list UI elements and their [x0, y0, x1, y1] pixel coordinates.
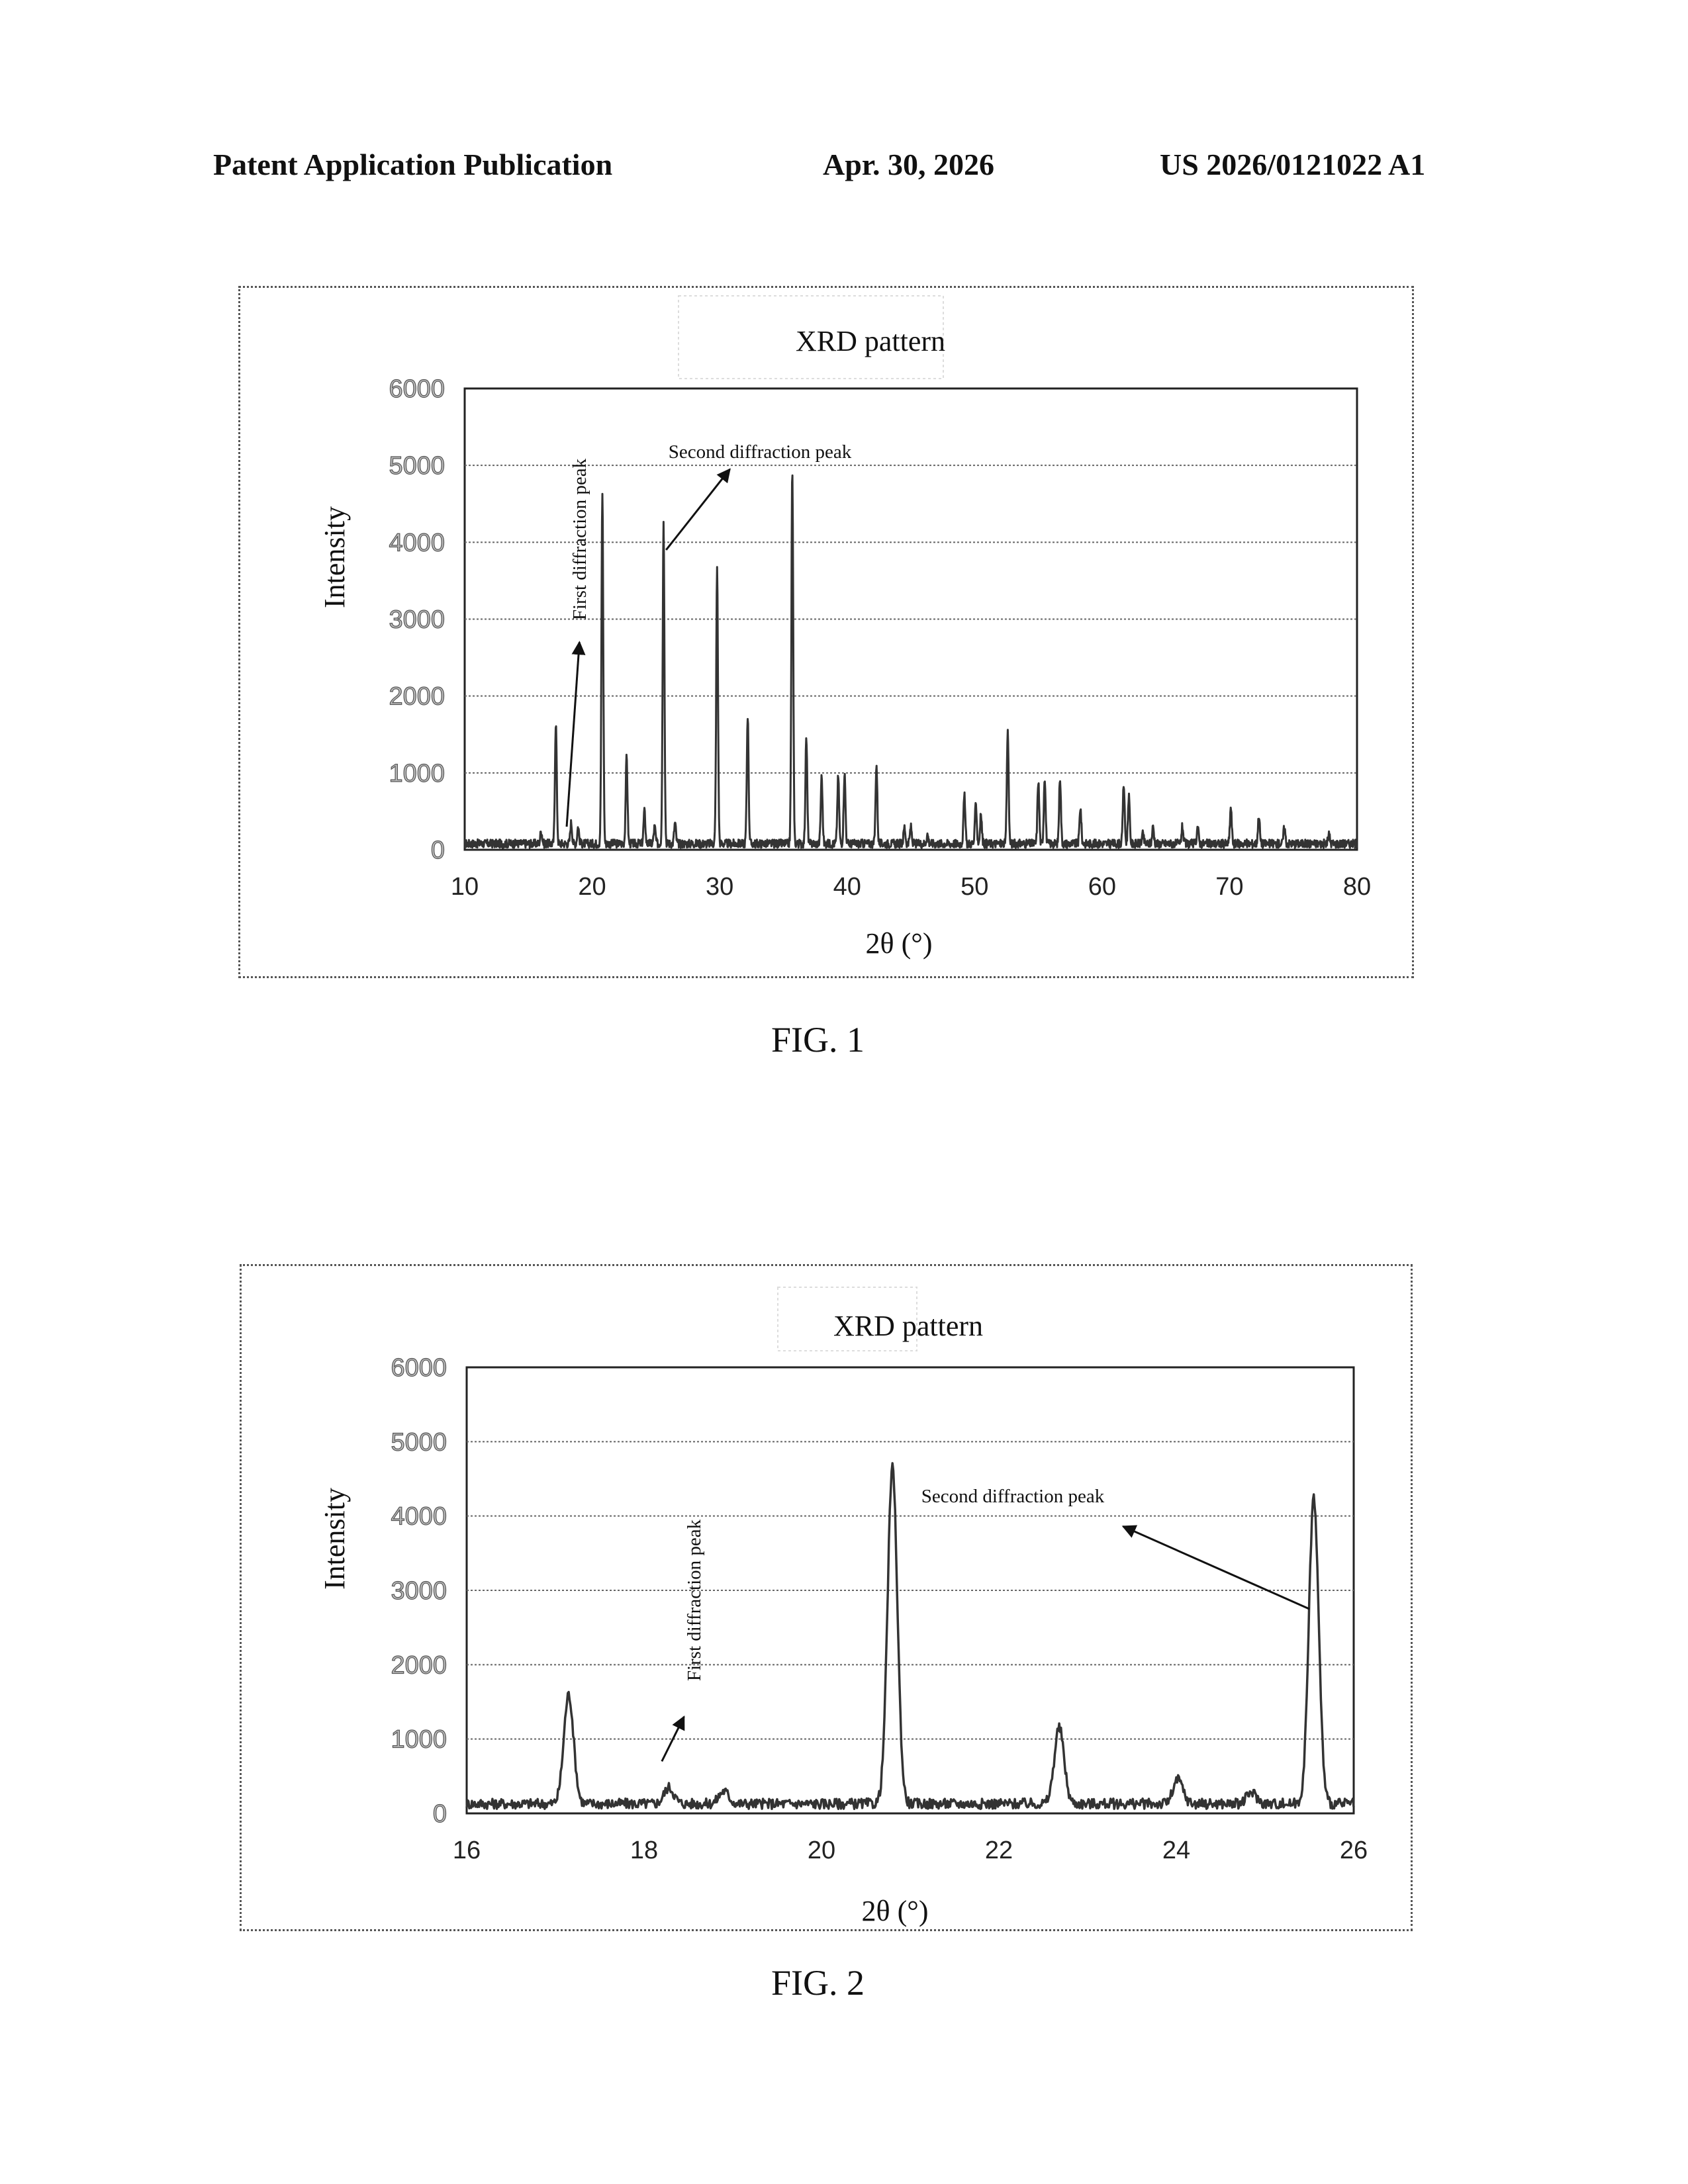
y-tick-label: 1000: [391, 1726, 447, 1754]
y-tick-label: 4000: [391, 1503, 447, 1531]
y-tick-label: 6000: [391, 1354, 447, 1382]
figure-2-caption: FIG. 2: [771, 1962, 865, 2003]
y-tick-label: 2000: [391, 1651, 447, 1679]
x-tick-label: 20: [808, 1837, 835, 1864]
y-tick-label: 5000: [391, 1428, 447, 1456]
chart-title: XRD pattern: [833, 1310, 983, 1342]
x-tick-label: 16: [453, 1837, 481, 1864]
x-axis-label: 2θ (°): [862, 1895, 929, 1927]
y-tick-label: 3000: [391, 1577, 447, 1605]
x-tick-label: 22: [985, 1837, 1013, 1864]
annotation-label: First diffraction peak: [684, 1519, 705, 1681]
y-tick-label: 0: [433, 1800, 447, 1828]
y-axis-label: Intensity: [318, 1488, 351, 1590]
x-tick-label: 26: [1340, 1837, 1368, 1864]
annotation-label: Second diffraction peak: [921, 1486, 1105, 1507]
x-tick-label: 18: [630, 1837, 658, 1864]
x-tick-label: 24: [1162, 1837, 1190, 1864]
figure-1-caption: FIG. 1: [771, 1019, 865, 1060]
